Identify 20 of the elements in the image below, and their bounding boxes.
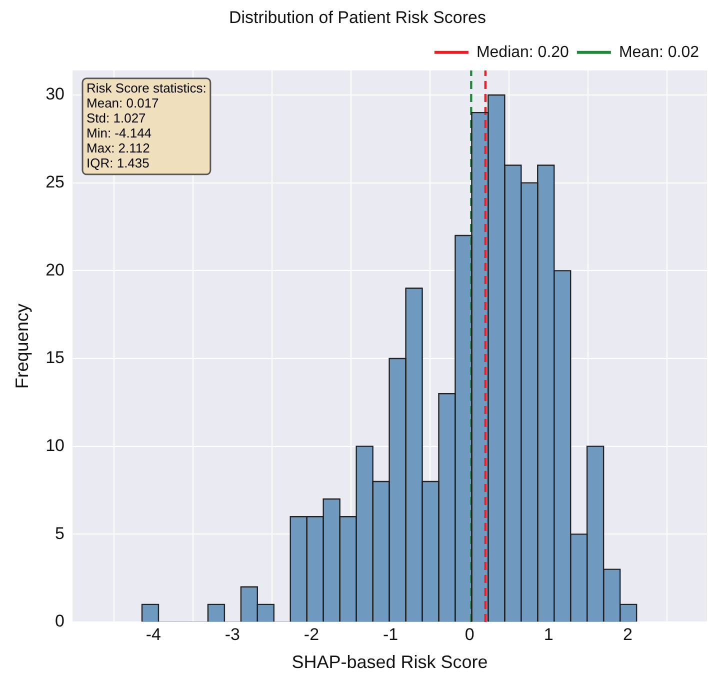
x-tick-label: -3 (224, 624, 240, 644)
x-tick-label: -4 (146, 624, 161, 644)
x-axis-title: SHAP-based Risk Score (292, 652, 488, 672)
y-tick-label: 15 (46, 348, 65, 368)
y-tick-label: 25 (46, 172, 65, 192)
x-tick-label: 0 (464, 624, 474, 644)
annotation: Risk Score statistics: Mean: 0.017 Std: 1.027 Min: -4.144 Max: 2.112 IQR: 1.435 (86, 80, 206, 170)
y-axis-title: Frequency (12, 304, 32, 389)
x-tick-label: 2 (622, 624, 632, 644)
x-tick-label: -2 (304, 624, 320, 644)
x-tick-label: 1 (544, 624, 554, 644)
y-tick-label: 10 (46, 436, 65, 456)
y-tick-label: 0 (55, 612, 65, 631)
x-tick-label: -1 (382, 624, 398, 644)
y-tick-label: 5 (55, 524, 65, 543)
legend-label: Median: 0.20 (476, 44, 570, 61)
chart-title: Distribution of Patient Risk Scores (229, 8, 486, 27)
legend-label: Mean: 0.02 (618, 44, 700, 61)
y-tick-label: 30 (46, 84, 65, 104)
y-tick-label: 20 (46, 260, 65, 280)
